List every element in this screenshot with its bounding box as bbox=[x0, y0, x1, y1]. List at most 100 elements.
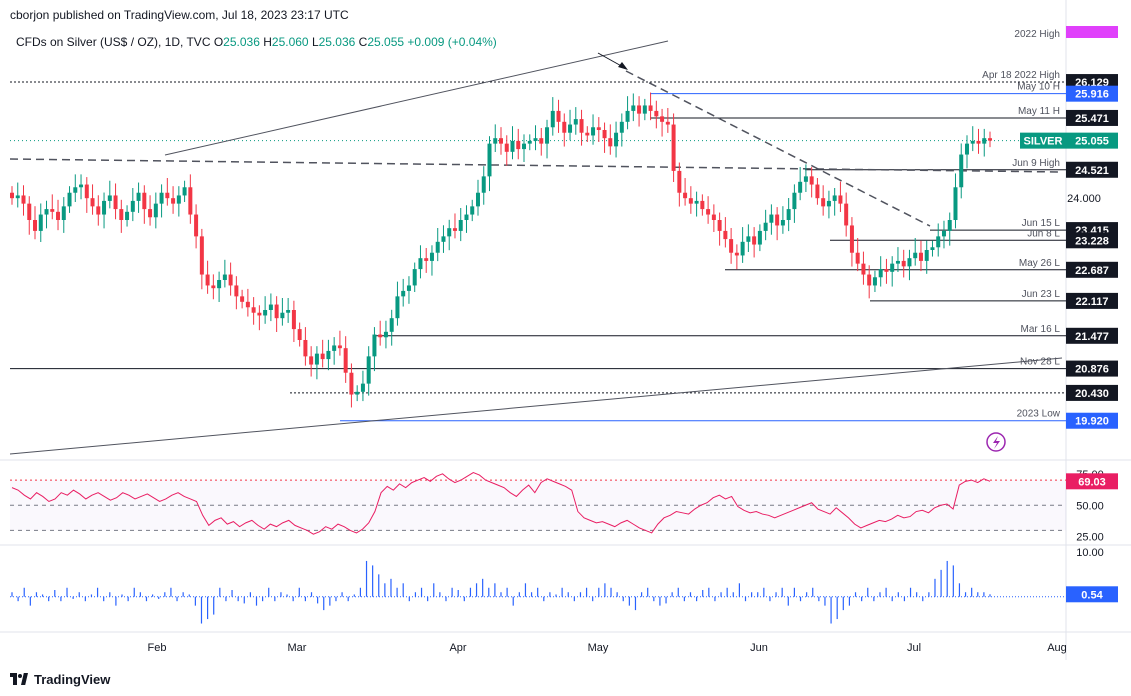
candle-body bbox=[769, 214, 774, 223]
candle-body bbox=[343, 348, 348, 373]
time-tick-label: Mar bbox=[288, 642, 307, 654]
time-tick-label: Aug bbox=[1047, 642, 1067, 654]
candle-body bbox=[803, 176, 808, 182]
candle-body bbox=[867, 274, 872, 286]
price-tag-label: 22.117 bbox=[1075, 296, 1108, 308]
candle-body bbox=[936, 236, 941, 248]
price-tag-label: 22.687 bbox=[1075, 265, 1109, 277]
rsi-tag-label: 69.03 bbox=[1078, 476, 1106, 488]
candle-body bbox=[79, 184, 84, 188]
candle-body bbox=[297, 329, 302, 340]
candle-body bbox=[15, 195, 20, 199]
trend-lines bbox=[9, 40, 1063, 455]
candle-body bbox=[424, 258, 429, 261]
price-tag-label: 24.521 bbox=[1075, 165, 1109, 177]
candle-body bbox=[550, 110, 555, 128]
candle-body bbox=[245, 301, 250, 308]
replay-icon[interactable] bbox=[986, 432, 1006, 452]
price-tag-label: 20.876 bbox=[1075, 364, 1109, 376]
candle-body bbox=[280, 312, 285, 319]
candle-body bbox=[884, 269, 889, 272]
lower-trendline bbox=[9, 357, 1063, 455]
candle-body bbox=[176, 195, 181, 204]
candle-body bbox=[303, 340, 308, 357]
oscillator-tag-label: 0.54 bbox=[1081, 589, 1103, 601]
candle-body bbox=[90, 198, 95, 207]
candle-body bbox=[499, 138, 503, 144]
candle-body bbox=[320, 353, 325, 360]
candle-body bbox=[757, 230, 762, 245]
candle-body bbox=[798, 181, 803, 193]
candle-body bbox=[487, 143, 492, 177]
candle-body bbox=[637, 105, 642, 114]
candle-body bbox=[694, 200, 699, 204]
candle-body bbox=[625, 110, 630, 122]
candle-body bbox=[429, 252, 434, 261]
candle-body bbox=[556, 110, 561, 122]
open-value: 25.036 bbox=[223, 35, 260, 49]
candle-body bbox=[585, 132, 590, 136]
tradingview-logo[interactable]: TradingView bbox=[10, 669, 110, 689]
symbol-tag-label: SILVER bbox=[1024, 136, 1063, 148]
low-value: 25.036 bbox=[318, 35, 356, 49]
candle-body bbox=[964, 143, 969, 155]
dashed-downtrend-line bbox=[625, 70, 931, 227]
candle-body bbox=[941, 230, 946, 237]
candle-body bbox=[579, 119, 584, 133]
candle-body bbox=[654, 110, 659, 117]
candle-body bbox=[780, 220, 785, 226]
candle-body bbox=[608, 138, 613, 147]
price-tag-label: 20.430 bbox=[1075, 388, 1109, 400]
candle-body bbox=[861, 263, 866, 275]
candle-body bbox=[153, 203, 158, 218]
candle-body bbox=[832, 195, 837, 201]
price-tag bbox=[1066, 85, 1118, 102]
candle-body bbox=[740, 241, 745, 256]
candle-body bbox=[130, 200, 135, 212]
candle-body bbox=[435, 241, 440, 253]
candle-body bbox=[113, 195, 118, 210]
candle-body bbox=[21, 195, 26, 204]
candle-body bbox=[729, 239, 734, 253]
candle-body bbox=[458, 220, 463, 231]
price-tag bbox=[1066, 360, 1118, 377]
candle-body bbox=[10, 192, 14, 199]
candle-body bbox=[631, 105, 636, 111]
candle-body bbox=[717, 220, 722, 231]
candle-body bbox=[878, 269, 883, 278]
candle-body bbox=[844, 203, 849, 226]
candle-body bbox=[107, 195, 112, 201]
candle-body bbox=[872, 277, 877, 286]
candle-body bbox=[102, 200, 107, 215]
price-tag bbox=[1066, 384, 1118, 401]
tradingview-logo-icon bbox=[10, 673, 28, 685]
candle-body bbox=[401, 290, 406, 297]
symbol-header: CFDs on Silver (US$ / OZ), 1D, TVC O25.0… bbox=[16, 35, 497, 49]
candle-body bbox=[700, 200, 705, 210]
level-label: May 11 H bbox=[1018, 106, 1060, 117]
candle-body bbox=[38, 214, 43, 231]
candle-body bbox=[67, 192, 72, 207]
price-tag bbox=[1066, 26, 1118, 38]
candle-body bbox=[171, 198, 176, 204]
tradingview-brand-text: TradingView bbox=[34, 671, 111, 687]
candle-body bbox=[291, 310, 296, 330]
price-tick-label: 24.000 bbox=[1067, 193, 1101, 205]
level-label: Mar 16 L bbox=[1021, 324, 1061, 335]
candle-body bbox=[849, 225, 854, 253]
candle-body bbox=[194, 214, 199, 237]
candle-body bbox=[389, 318, 394, 332]
symbol-name[interactable]: CFDs on Silver (US$ / OZ), 1D, TVC bbox=[16, 35, 211, 49]
candle-body bbox=[533, 138, 538, 141]
time-tick-label: Apr bbox=[449, 642, 466, 654]
candle-body bbox=[349, 372, 354, 395]
candle-body bbox=[734, 252, 739, 256]
candle-body bbox=[332, 345, 337, 351]
candle-body bbox=[591, 127, 596, 136]
candle-body bbox=[642, 105, 647, 114]
candle-body bbox=[918, 252, 923, 261]
candle-body bbox=[27, 203, 32, 220]
candle-body bbox=[924, 250, 929, 261]
candle-body bbox=[475, 192, 480, 207]
